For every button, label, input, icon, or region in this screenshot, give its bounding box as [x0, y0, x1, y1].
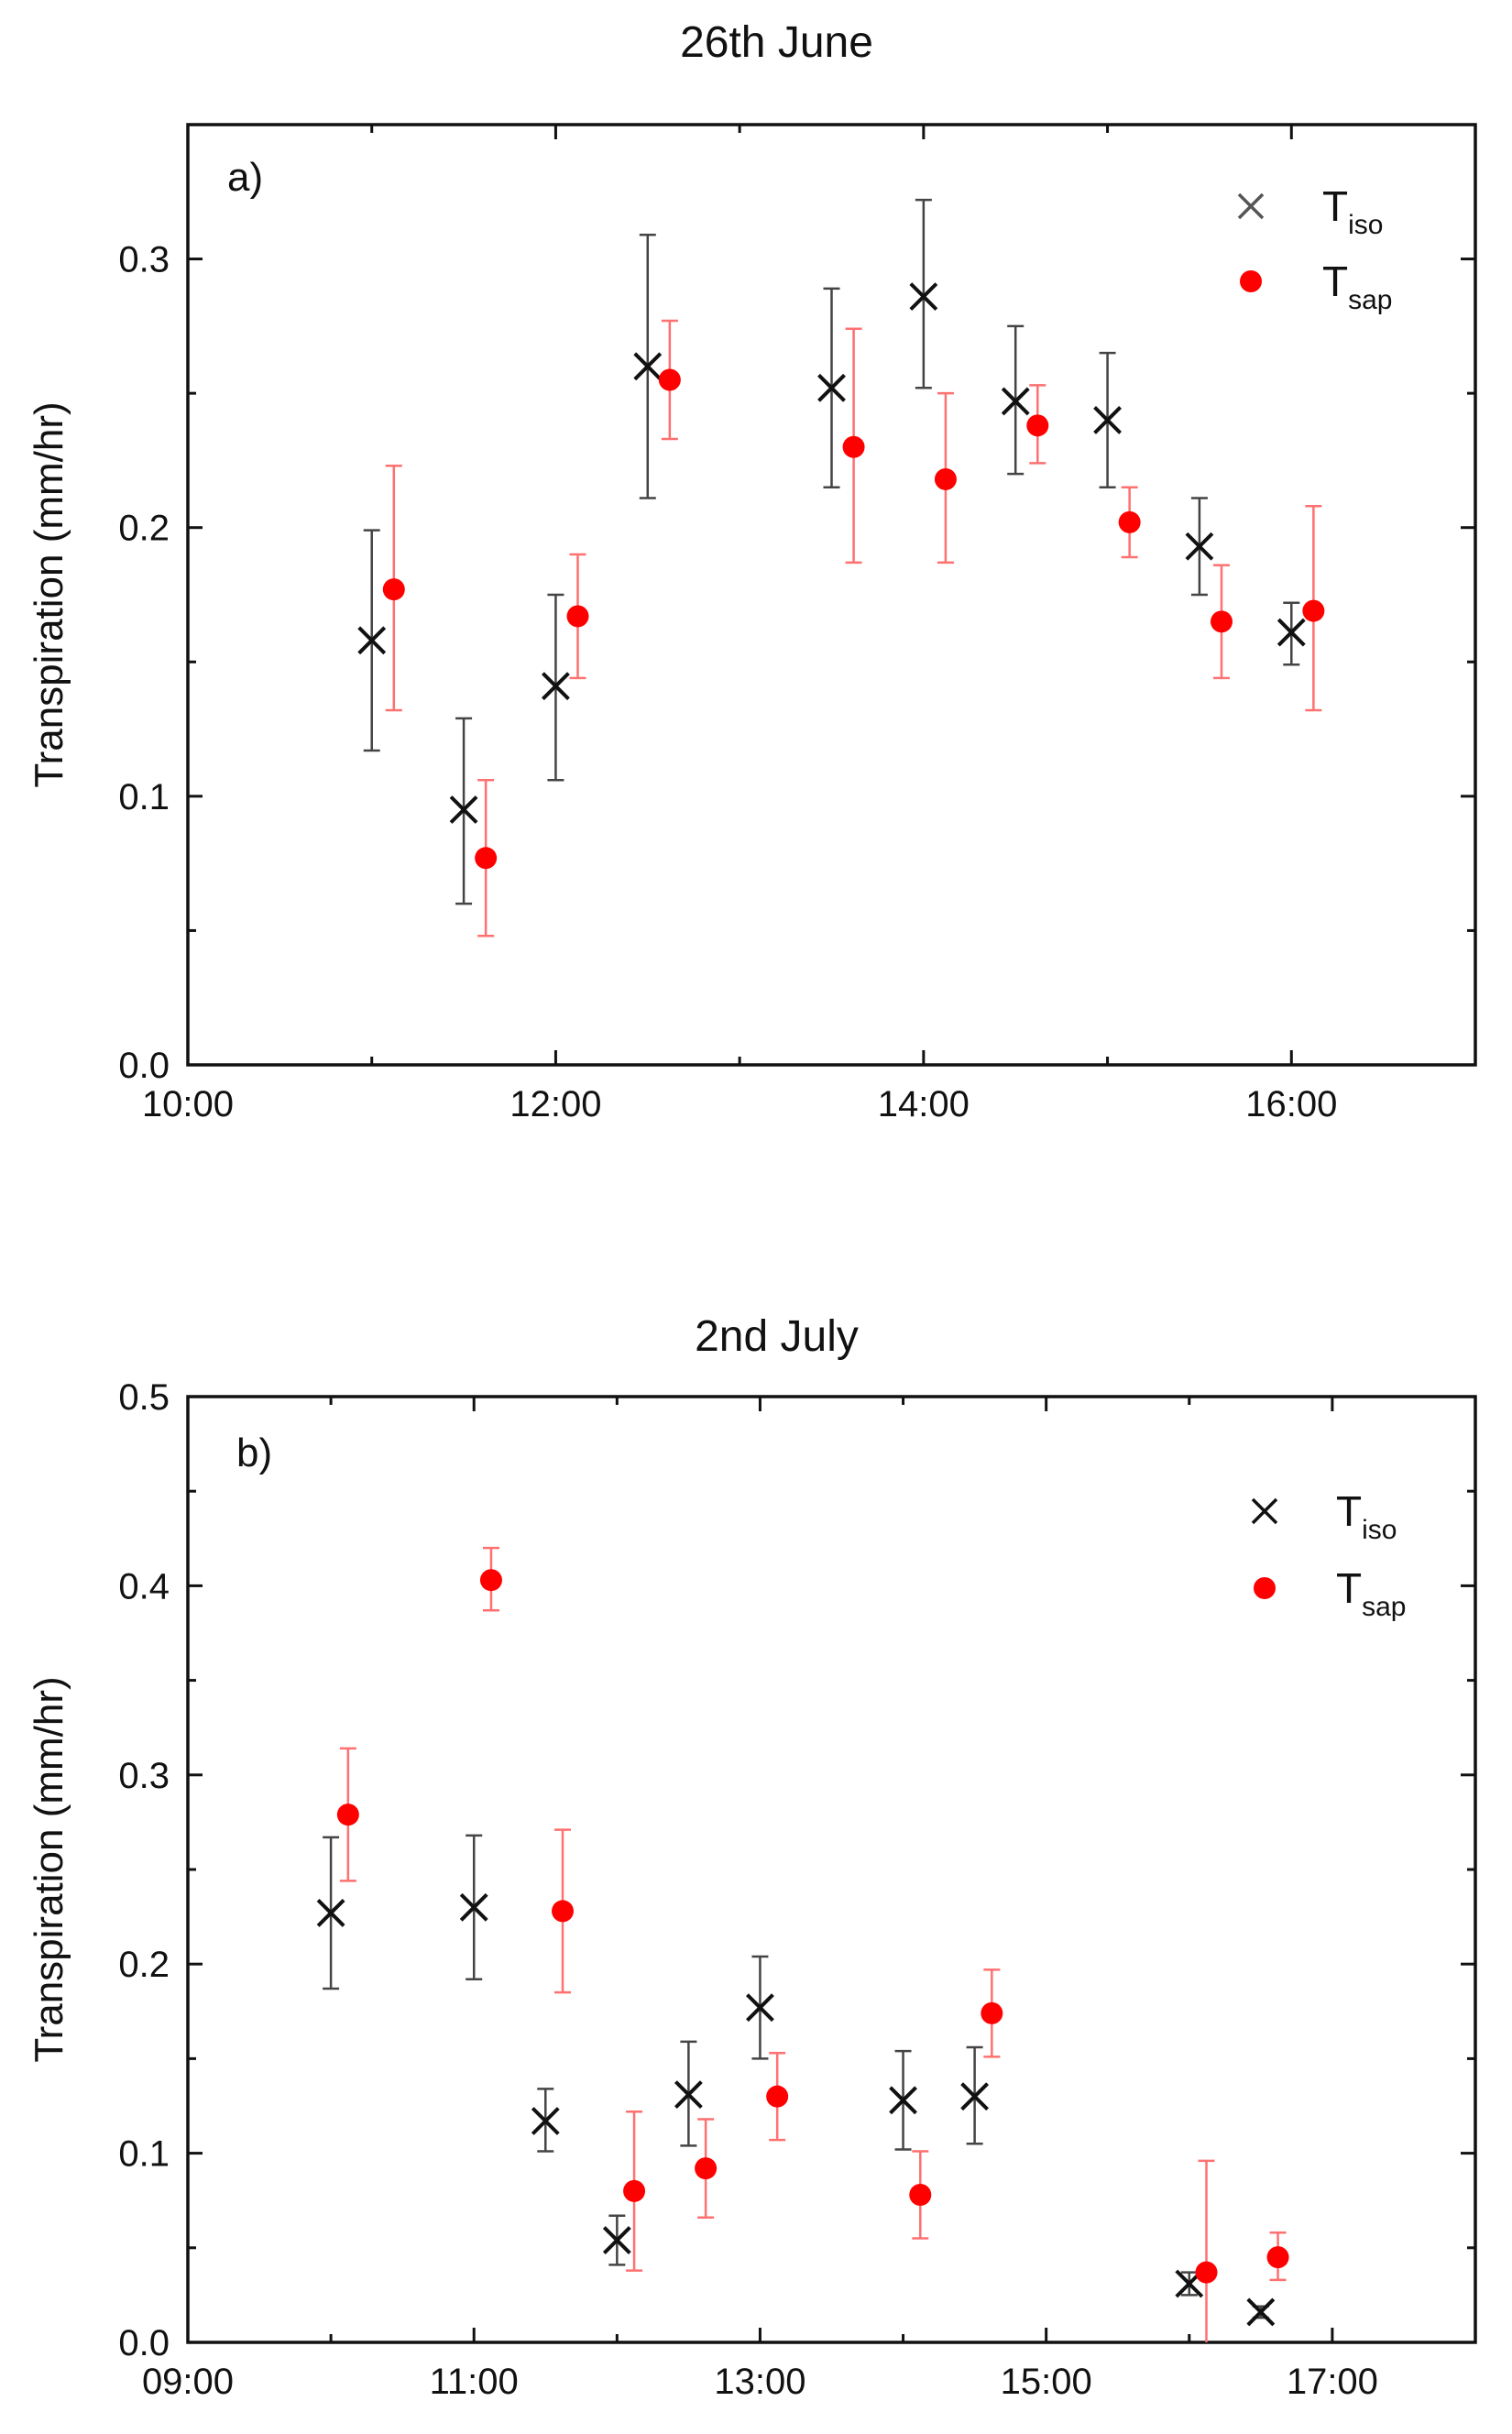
legend-label-iso: Tiso	[1336, 1487, 1397, 1545]
data-point-iso	[459, 1892, 488, 1922]
data-point-sap	[623, 2179, 646, 2202]
y-tick-label: 0.2	[118, 1945, 170, 1985]
data-point-sap	[336, 1804, 359, 1826]
data-point-iso	[1185, 532, 1214, 561]
data-point-sap	[552, 1900, 575, 1923]
y-tick-label: 0.4	[118, 1566, 170, 1606]
plot-frame	[186, 123, 1477, 1067]
x-tick-label: 11:00	[430, 2362, 519, 2402]
data-point-iso	[602, 2226, 631, 2254]
data-point-sap	[1211, 610, 1233, 633]
chart-panel-a: 26th June a) Transpiration (mm/hr) 0.0 0.1 0.…	[27, 18, 1477, 1124]
series-iso	[357, 198, 1306, 905]
data-point-sap	[382, 578, 405, 601]
legend-label-iso: Tiso	[1322, 182, 1383, 240]
data-point-iso	[817, 373, 846, 402]
x-tick-label: 17:00	[1287, 2362, 1378, 2402]
data-point-sap	[566, 605, 589, 628]
legend-marker-iso	[1237, 192, 1265, 220]
data-point-iso	[357, 626, 387, 655]
y-tick-label: 0.1	[118, 777, 170, 817]
data-point-sap	[842, 435, 865, 458]
data-point-sap	[1118, 510, 1141, 533]
data-point-sap	[1026, 414, 1049, 437]
panel-label: b)	[236, 1431, 272, 1475]
data-point-iso	[531, 2107, 560, 2135]
chart-title: 26th June	[680, 18, 873, 67]
legend: Tiso Tsap	[1251, 1487, 1406, 1622]
data-point-iso	[1246, 2297, 1276, 2327]
series-iso	[316, 1834, 1276, 2327]
data-point-iso	[960, 2082, 990, 2111]
chart-panel-b: 2nd July b) Transpiration (mm/hr) 0.0 0.1 0.2…	[27, 1312, 1477, 2402]
x-tick-label: 09:00	[142, 2362, 234, 2402]
data-point-iso	[909, 282, 938, 312]
y-tick-label: 0.1	[118, 2134, 170, 2175]
panel-label: a)	[227, 155, 263, 200]
y-tick-label: 0.0	[118, 1046, 170, 1086]
legend-marker-sap	[1254, 1577, 1276, 1599]
data-point-iso	[1093, 406, 1122, 434]
data-point-sap	[1195, 2261, 1218, 2284]
data-point-sap	[479, 1569, 502, 1592]
x-tick-label: 15:00	[1001, 2362, 1092, 2402]
y-tick-label: 0.5	[118, 1377, 170, 1418]
data-point-sap	[766, 2085, 789, 2108]
data-point-sap	[1302, 599, 1325, 622]
legend: Tiso Tsap	[1237, 182, 1392, 315]
plot-frame	[186, 1395, 1477, 2344]
data-point-sap	[909, 2184, 932, 2207]
y-tick-label: 0.3	[118, 240, 170, 280]
data-point-sap	[658, 368, 681, 391]
legend-marker-sap	[1240, 270, 1262, 292]
x-tick-label: 13:00	[714, 2362, 805, 2402]
x-tick-label: 16:00	[1245, 1084, 1337, 1124]
legend-marker-iso	[1251, 1497, 1278, 1525]
data-point-iso	[746, 1993, 774, 2023]
data-point-iso	[449, 795, 478, 824]
chart-title: 2nd July	[695, 1312, 859, 1361]
data-point-sap	[934, 467, 957, 490]
legend-label-sap: Tsap	[1336, 1564, 1406, 1622]
data-point-iso	[633, 352, 663, 381]
x-tick-label: 14:00	[878, 1084, 970, 1124]
series-sap	[336, 1546, 1289, 2342]
data-point-sap	[1266, 2246, 1289, 2269]
data-point-iso	[674, 2080, 703, 2110]
x-tick-label: 12:00	[509, 1084, 601, 1124]
x-tick-label: 10:00	[142, 1084, 234, 1124]
data-point-sap	[981, 2001, 1003, 2024]
data-point-iso	[316, 1899, 345, 1927]
y-axis-label: Transpiration (mm/hr)	[27, 401, 71, 787]
y-tick-label: 0.3	[118, 1756, 170, 1796]
data-point-iso	[1276, 618, 1306, 647]
series-sap	[382, 319, 1325, 937]
data-point-sap	[475, 847, 498, 870]
y-tick-label: 0.2	[118, 509, 170, 549]
y-axis-label: Transpiration (mm/hr)	[27, 1676, 71, 2062]
data-point-iso	[889, 2086, 917, 2115]
data-point-sap	[695, 2157, 718, 2180]
data-point-iso	[542, 672, 570, 701]
data-point-iso	[1001, 387, 1030, 416]
y-tick-label: 0.0	[118, 2323, 170, 2363]
legend-label-sap: Tsap	[1322, 258, 1392, 315]
